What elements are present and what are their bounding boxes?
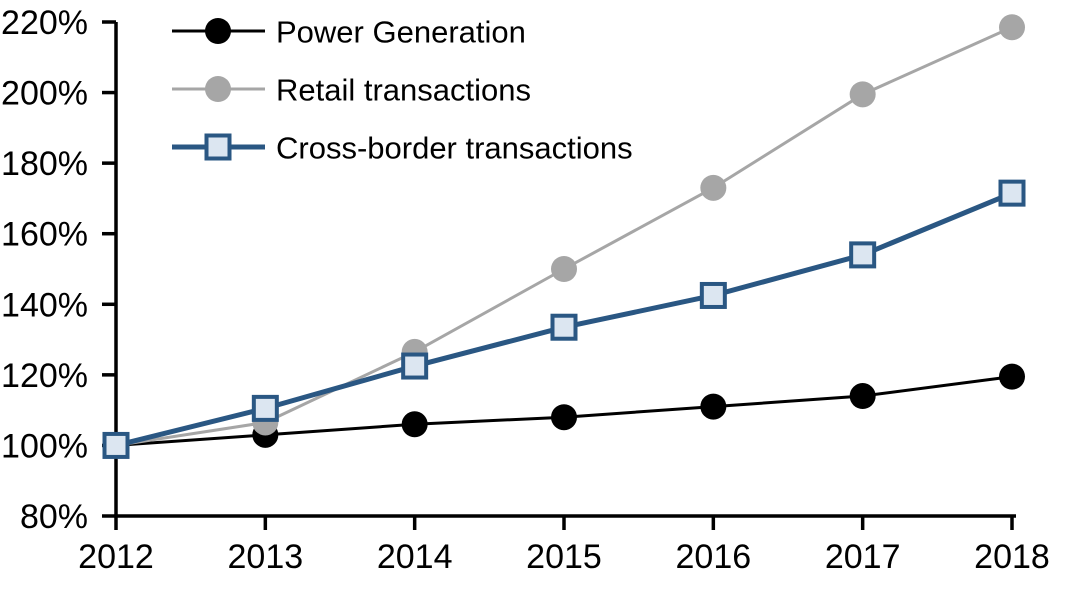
legend-label-power-generation: Power Generation [276, 15, 526, 50]
series-power-generation-circle-marker [401, 411, 428, 438]
legend-label-retail-transactions: Retail transactions [276, 73, 531, 108]
y-axis-tick-label: 200% [1, 75, 88, 113]
x-axis-tick-label: 2015 [526, 538, 602, 576]
x-axis-tick-label: 2016 [676, 538, 752, 576]
series-retail-transactions-circle-marker [849, 81, 876, 108]
y-axis-tick-label: 120% [1, 357, 88, 395]
y-axis-tick-label: 140% [1, 286, 88, 324]
x-axis-tick-label: 2013 [228, 538, 304, 576]
y-axis-tick-label: 180% [1, 145, 88, 183]
legend-retail-transactions-circle-marker [205, 76, 231, 102]
series-retail-transactions-circle-marker [551, 256, 577, 282]
x-axis-tick-label: 2012 [78, 538, 154, 576]
series-cross-border-transactions-square-marker [401, 352, 429, 380]
series-power-generation-circle-marker [700, 393, 727, 420]
y-axis-tick-label: 220% [1, 4, 88, 42]
series-cross-border-transactions-square-marker [998, 179, 1026, 207]
series-cross-border-transactions-square-marker [251, 394, 279, 422]
y-axis-tick-label: 100% [1, 427, 88, 465]
series-retail-transactions-circle-marker [700, 174, 727, 201]
series-cross-border-transactions-square-marker [849, 241, 877, 269]
series-power-generation-circle-marker [551, 404, 577, 431]
x-axis-tick-label: 2018 [974, 538, 1050, 576]
series-retail-transactions-circle-marker [999, 14, 1025, 41]
series-power-generation-circle-marker [999, 363, 1025, 390]
series-cross-border-transactions-square-marker [699, 281, 727, 309]
y-axis-tick-label: 160% [1, 216, 88, 254]
legend-label-cross-border-transactions: Cross-border transactions [276, 131, 633, 166]
series-power-generation-circle-marker [849, 383, 876, 410]
series-cross-border-transactions-square-marker [550, 313, 578, 341]
x-axis-tick-label: 2014 [377, 538, 453, 576]
legend-power-generation-circle-marker [205, 18, 231, 44]
x-axis-tick-label: 2017 [825, 538, 901, 576]
y-axis-tick-label: 80% [20, 498, 88, 536]
series-cross-border-transactions-square-marker [102, 431, 130, 459]
legend-cross-border-transactions-square-marker [204, 133, 232, 161]
